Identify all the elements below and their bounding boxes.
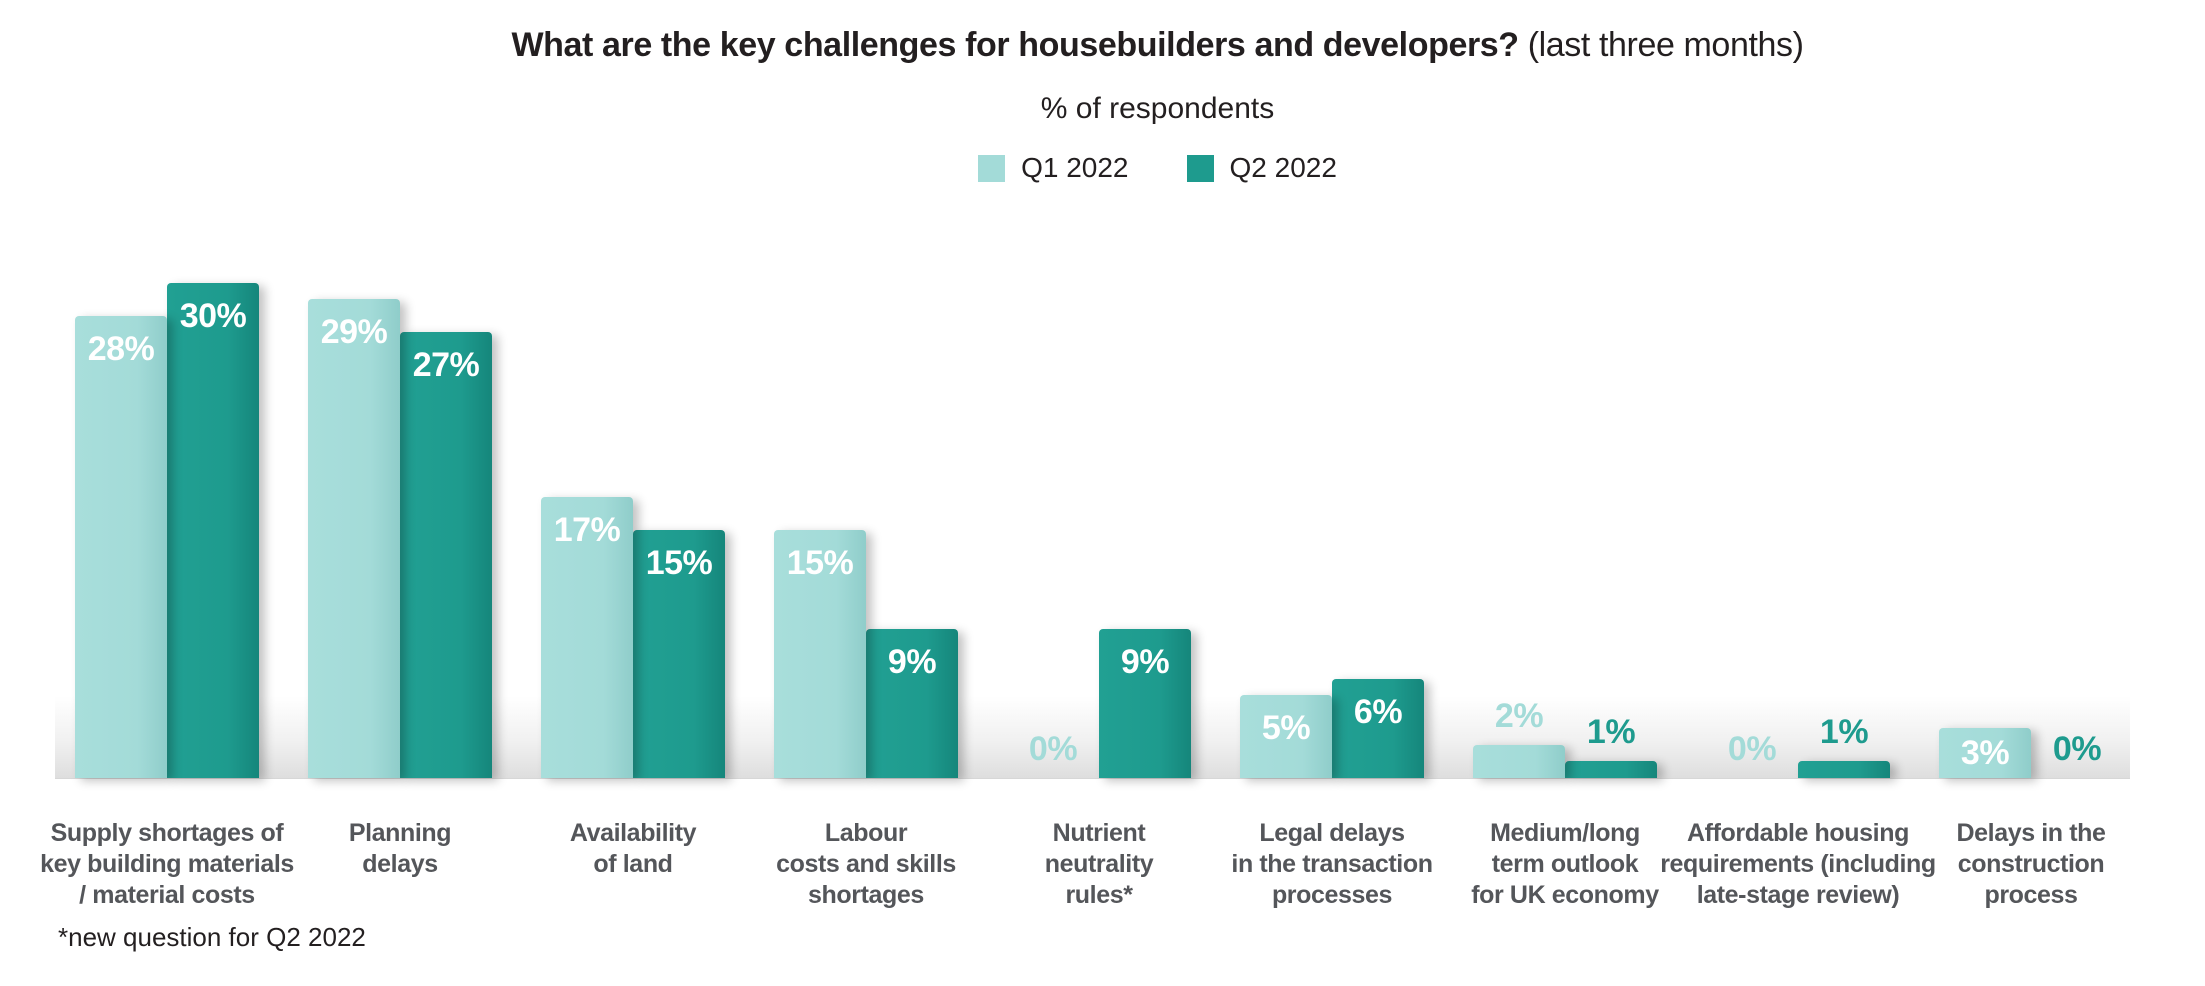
bar-q2-2022 bbox=[866, 629, 958, 778]
bar-value-label: 9% bbox=[1120, 643, 1170, 681]
bar-value-label: 15% bbox=[786, 544, 854, 582]
bar-group: 5% 6% bbox=[1240, 278, 1424, 778]
bar-q2-2022 bbox=[400, 332, 492, 778]
category-label: Nutrient neutrality rules* bbox=[1044, 819, 1154, 909]
legend-swatch-icon bbox=[1186, 154, 1214, 182]
category-axis: Supply shortages of key building materia… bbox=[40, 818, 2130, 938]
bar-value-label: 28% bbox=[87, 330, 155, 368]
bar-q2-2022 bbox=[1332, 679, 1424, 778]
bar-value-label: 1% bbox=[1586, 713, 1636, 751]
category-label: Supply shortages of key building materia… bbox=[40, 819, 294, 909]
bar-q1-2022 bbox=[1240, 695, 1332, 778]
category-label: Labour costs and skills shortages bbox=[776, 819, 956, 909]
bar-group: 29% 27% bbox=[308, 278, 492, 778]
bar-value-label: 0% bbox=[1028, 730, 1078, 768]
bar-q1-2022 bbox=[1473, 745, 1565, 778]
bar-group: 28% 30% bbox=[75, 278, 259, 778]
bar-q1-2022 bbox=[541, 497, 633, 778]
bar-value-label: 2% bbox=[1494, 697, 1544, 735]
chart-title-question: What are the key challenges for housebui… bbox=[511, 26, 1519, 64]
bar-q1-2022 bbox=[75, 316, 167, 778]
category-label: Medium/long term outlook for UK economy bbox=[1471, 819, 1659, 909]
footnote: *new question for Q2 2022 bbox=[58, 922, 366, 952]
bar-value-label: 27% bbox=[412, 346, 480, 384]
category-label: Delays in the construction process bbox=[1956, 819, 2106, 909]
x-axis-baseline bbox=[55, 778, 2130, 779]
bar-group: 3% 0% bbox=[1939, 278, 2123, 778]
bar-q1-2022 bbox=[308, 299, 400, 778]
bar-value-label: 17% bbox=[553, 511, 621, 549]
category-label: Affordable housing requirements (includi… bbox=[1660, 819, 1936, 909]
bar-value-label: 15% bbox=[645, 544, 713, 582]
bar-group: 0% 1% bbox=[1706, 278, 1890, 778]
legend-label: Q2 2022 bbox=[1229, 152, 1337, 183]
category-label: Legal delays in the transaction processe… bbox=[1231, 819, 1433, 909]
bar-value-label: 30% bbox=[179, 297, 247, 335]
bar-value-label: 29% bbox=[320, 313, 388, 351]
bar-value-label: 3% bbox=[1960, 734, 2010, 772]
bar-group: 0% 9% bbox=[1007, 278, 1191, 778]
bar-value-label: 5% bbox=[1261, 709, 1311, 747]
bar-q2-2022 bbox=[1798, 761, 1890, 778]
chart-title: What are the key challenges for housebui… bbox=[55, 26, 2205, 65]
bar-group: 17% 15% bbox=[541, 278, 725, 778]
bar-value-label: 6% bbox=[1353, 693, 1403, 731]
bar-value-label: 1% bbox=[1819, 713, 1869, 751]
legend-item-q2-2022: Q2 2022 bbox=[1186, 152, 1337, 184]
bar-q2-2022 bbox=[167, 283, 259, 778]
bar-value-label: 0% bbox=[2052, 730, 2102, 768]
bar-q2-2022 bbox=[1565, 761, 1657, 778]
chart-subtitle: % of respondents bbox=[1040, 92, 1275, 125]
bar-group: 2% 1% bbox=[1473, 278, 1657, 778]
plot-area: 28% 30% 29% 27% 17% 15% 15% 9% 0% 9% 5% 6% 2% 1% 0% 1% 3… bbox=[55, 278, 2130, 779]
bar-q1-2022 bbox=[774, 530, 866, 778]
legend-item-q1-2022: Q1 2022 bbox=[978, 152, 1129, 184]
bar-group: 15% 9% bbox=[774, 278, 958, 778]
legend-swatch-icon bbox=[978, 154, 1006, 182]
legend: Q1 2022 Q2 2022 bbox=[55, 152, 2205, 184]
bar-q1-2022 bbox=[1939, 728, 2031, 778]
category-label: Availability of land bbox=[569, 819, 697, 878]
bar-value-label: 9% bbox=[887, 643, 937, 681]
chart-title-period: (last three months) bbox=[1527, 26, 1804, 64]
bar-value-label: 0% bbox=[1727, 730, 1777, 768]
legend-label: Q1 2022 bbox=[1021, 152, 1129, 183]
bar-q2-2022 bbox=[633, 530, 725, 778]
bar-q2-2022 bbox=[1099, 629, 1191, 778]
category-label: Planning delays bbox=[348, 819, 452, 878]
